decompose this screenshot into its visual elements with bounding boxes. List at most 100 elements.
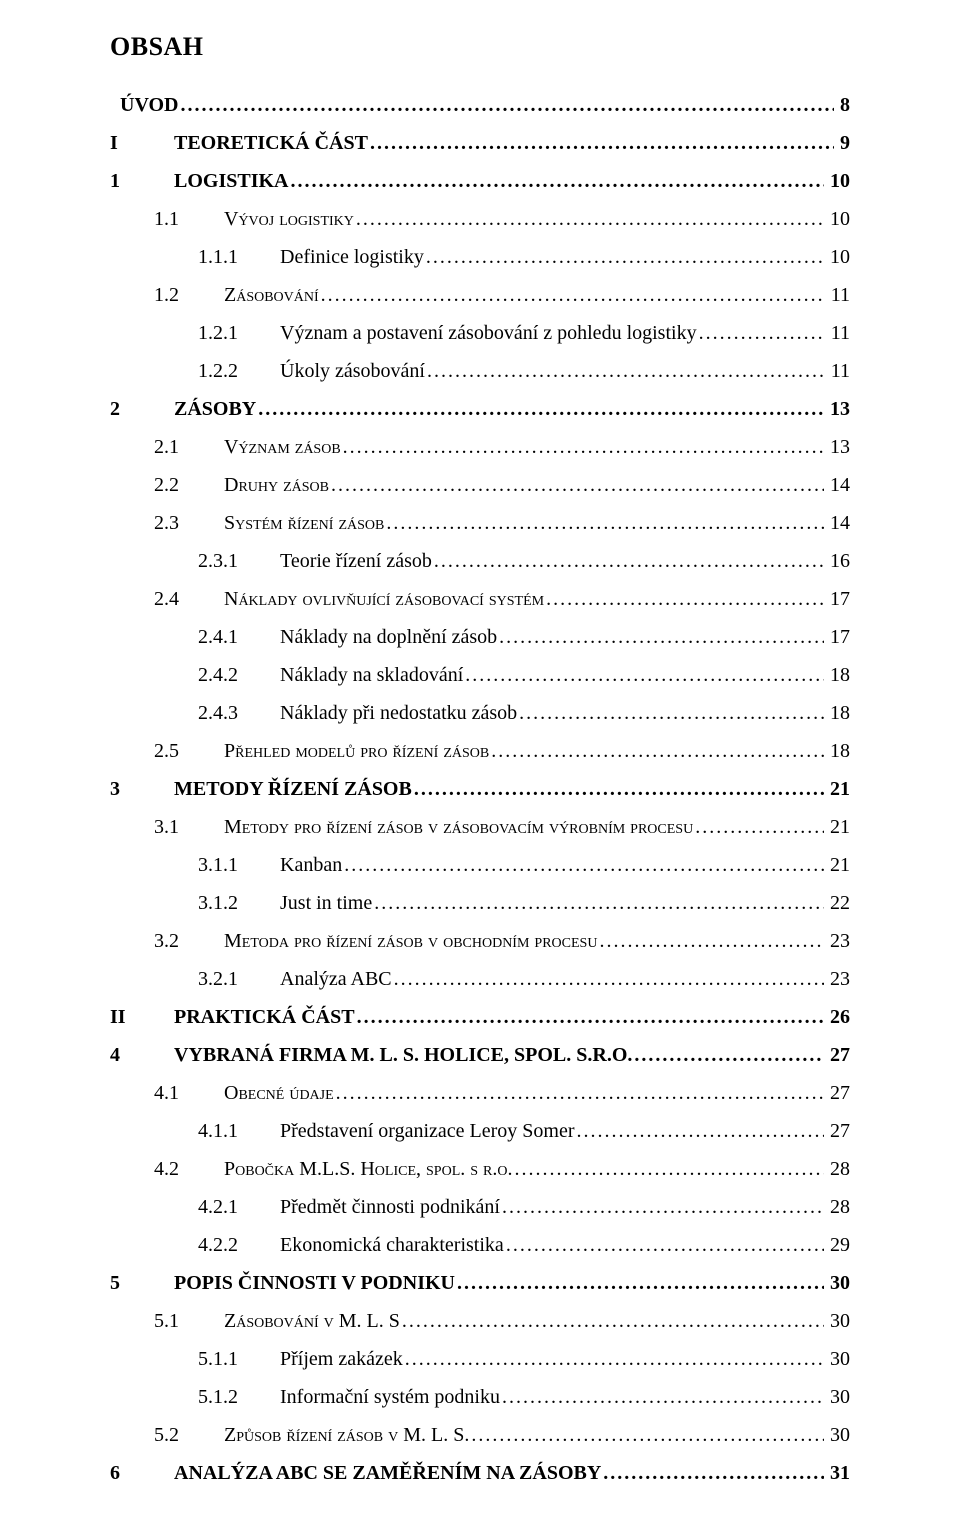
toc-entry-leaders (546, 582, 824, 617)
toc-entry-number: 3.2 (154, 924, 198, 959)
toc-entry-number: 3.1.2 (198, 886, 262, 921)
toc-entry-page: 14 (826, 468, 850, 503)
toc-entry-number: 4.2.1 (198, 1190, 262, 1225)
toc-entry-page: 18 (826, 734, 850, 769)
toc-entry-page: 22 (826, 886, 850, 921)
toc-entry-number: 4.2 (154, 1152, 198, 1187)
toc-entry: 2.2Druhy zásob14 (110, 468, 850, 503)
toc-entry-page: 8 (836, 88, 850, 123)
toc-entry-label: Příjem zakázek (280, 1342, 403, 1377)
toc-entry-page: 10 (826, 240, 850, 275)
toc-entry-leaders (502, 1190, 824, 1225)
toc-entry-page: 30 (826, 1304, 850, 1339)
toc-entry-number: 3 (110, 772, 136, 807)
toc-entry-number: 4.2.2 (198, 1228, 262, 1263)
toc-entry-page: 30 (826, 1380, 850, 1415)
toc-entry-number: 5.2 (154, 1418, 198, 1453)
toc-entry: 3.2Metoda pro řízení zásob v obchodním p… (110, 924, 850, 959)
toc-entry-label: Systém řízení zásob (224, 506, 384, 541)
toc-entry-leaders (499, 620, 824, 655)
toc-entry-number: 6 (110, 1456, 136, 1491)
toc-entry: 5POPIS ČINNOSTI V PODNIKU30 (110, 1266, 850, 1301)
toc-entry-page: 23 (826, 962, 850, 997)
toc-entry-number: 3.1.1 (198, 848, 262, 883)
toc-entry: 2.3Systém řízení zásob14 (110, 506, 850, 541)
toc-entry-leaders (603, 1456, 824, 1491)
toc-entry-page: 30 (826, 1418, 850, 1453)
toc-entry-leaders (374, 886, 824, 921)
toc-entry-label: Informační systém podniku (280, 1380, 500, 1415)
toc-entry: 2.4.3Náklady při nedostatku zásob18 (110, 696, 850, 731)
toc-entry-page: 21 (826, 848, 850, 883)
toc-entry-label: Kanban (280, 848, 342, 883)
toc-entry-leaders (336, 1076, 824, 1111)
toc-entry: 5.1.1Příjem zakázek30 (110, 1342, 850, 1377)
toc-entry-leaders (402, 1304, 824, 1339)
toc-entry: 5.1Zásobování v M. L. S30 (110, 1304, 850, 1339)
toc-entry: 1.2.2 Úkoly zásobování 11 (110, 354, 850, 389)
toc-entry: 2.5Přehled modelů pro řízení zásob18 (110, 734, 850, 769)
toc-entry-page: 10 (826, 202, 850, 237)
toc-entry-label: Náklady na doplnění zásob (280, 620, 497, 655)
toc-entry-number: 1.1.1 (198, 240, 262, 275)
toc-entry: 4VYBRANÁ FIRMA M. L. S. HOLICE, SPOL. S.… (110, 1038, 850, 1073)
toc-entry-leaders (386, 506, 824, 541)
toc-entry: 4.2.1Předmět činnosti podnikání28 (110, 1190, 850, 1225)
toc-entry-page: 11 (827, 354, 850, 389)
toc-entry-leaders (465, 658, 824, 693)
toc-entry-leaders (258, 392, 824, 427)
toc-entry-label: Obecné údaje (224, 1076, 334, 1111)
toc-entry-label: Představení organizace Leroy Somer (280, 1114, 575, 1149)
toc-entry-page: 23 (826, 924, 850, 959)
toc-entry-label: Definice logistiky (280, 240, 424, 275)
toc-entry-page: 16 (826, 544, 850, 579)
toc-entry-leaders (343, 430, 824, 465)
toc-entry-label: Analýza ABC (280, 962, 392, 997)
toc-entry-leaders (357, 1000, 824, 1035)
toc-entry-number: 2.2 (154, 468, 198, 503)
toc-entry-label: Způsob řízení zásob v M. L. S. (224, 1418, 469, 1453)
toc-entry: 4.2.2Ekonomická charakteristika29 (110, 1228, 850, 1263)
toc-entry: 1.1Vývoj logistiky10 (110, 202, 850, 237)
toc-entry-label: Význam zásob (224, 430, 341, 465)
toc-entry-page: 18 (826, 658, 850, 693)
toc-entry-label: Úkoly zásobování (280, 354, 425, 389)
toc-entry-label: ÚVOD (120, 88, 179, 123)
toc-entry-number: 2.1 (154, 430, 198, 465)
toc-page: OBSAH ÚVOD 8ITEORETICKÁ ČÁST91LOGISTIKA10… (0, 0, 960, 1518)
toc-entry-leaders (426, 240, 824, 275)
toc-entry-label: Ekonomická charakteristika (280, 1228, 504, 1263)
toc-entry-leaders (515, 1152, 825, 1187)
toc-entry-number: 3.2.1 (198, 962, 262, 997)
toc-entry-page: 13 (826, 392, 850, 427)
toc-entry-number: II (110, 1000, 136, 1035)
toc-entry-number: 4.1 (154, 1076, 198, 1111)
toc-entry: 1LOGISTIKA10 (110, 164, 850, 199)
toc-entry-number: 2.3 (154, 506, 198, 541)
toc-entry-leaders (471, 1418, 824, 1453)
toc-entry-page: 21 (826, 810, 850, 845)
toc-entry-leaders (321, 278, 825, 313)
toc-entry-page: 28 (826, 1190, 850, 1225)
toc-entry-leaders (181, 88, 835, 123)
toc-entry-leaders (699, 316, 825, 351)
toc-entry-number: 4 (110, 1038, 136, 1073)
toc-title: OBSAH (110, 24, 850, 70)
toc-entry-label: METODY ŘÍZENÍ ZÁSOB (174, 772, 412, 807)
toc-entry: 2.3.1Teorie řízení zásob16 (110, 544, 850, 579)
toc-entry-label: PRAKTICKÁ ČÁST (174, 1000, 355, 1035)
toc-entry: ITEORETICKÁ ČÁST9 (110, 126, 850, 161)
toc-entry-leaders (695, 810, 824, 845)
toc-entry-leaders (356, 202, 824, 237)
toc-entry: 6ANALÝZA ABC SE ZAMĚŘENÍM NA ZÁSOBY31 (110, 1456, 850, 1491)
toc-entry-number: 1.2.2 (198, 354, 262, 389)
toc-entry: 3METODY ŘÍZENÍ ZÁSOB21 (110, 772, 850, 807)
toc-entry-number: 1.2.1 (198, 316, 262, 351)
toc-entry-label: Náklady při nedostatku zásob (280, 696, 517, 731)
toc-entry-label: ZÁSOBY (174, 392, 256, 427)
toc-entry-leaders (434, 544, 824, 579)
toc-entry: 4.2Pobočka M.L.S. Holice, spol. s r.o.28 (110, 1152, 850, 1187)
toc-entry-page: 28 (826, 1152, 850, 1187)
toc-entry-number: 2.4.1 (198, 620, 262, 655)
toc-entry-number: 5.1.2 (198, 1380, 262, 1415)
